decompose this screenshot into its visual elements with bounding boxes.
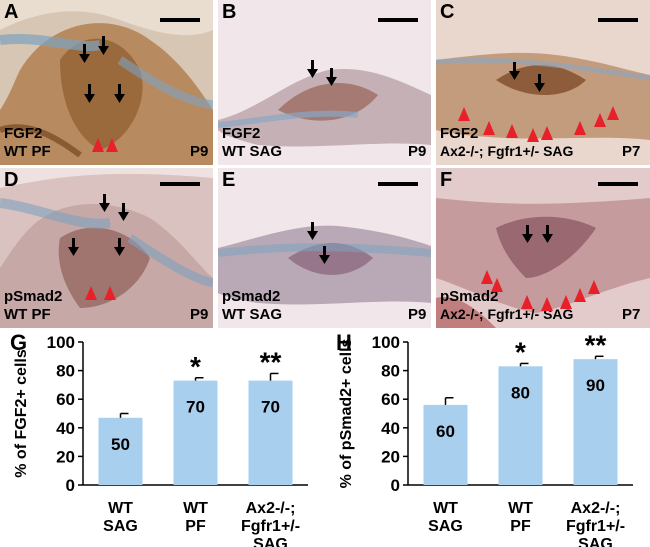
x-tick-label: SAG bbox=[428, 518, 463, 535]
panel-a-letter: A bbox=[4, 1, 19, 23]
chart-g: % of FGF2+ cells 0 20 40 60 80 100 50 WT SAG 70 * WT… bbox=[0, 330, 325, 547]
panel-d-tissue bbox=[0, 168, 213, 328]
panel-f-stain: pSmad2 bbox=[440, 288, 499, 305]
scale-bar bbox=[598, 182, 638, 186]
bar-value-label: 80 bbox=[511, 383, 530, 402]
panel-a-genotype: WT PF bbox=[4, 143, 51, 160]
panel-c-stain: FGF2 bbox=[440, 125, 479, 142]
panel-a-micrograph: A FGF2 WT PF P9 bbox=[0, 0, 213, 165]
panel-b-letter: B bbox=[222, 1, 237, 23]
panel-e-micrograph: E pSmad2 WT SAG P9 bbox=[218, 168, 431, 328]
x-tick-label: WT bbox=[433, 500, 458, 517]
y-axis-label: % of FGF2+ cells bbox=[13, 349, 30, 478]
scale-bar bbox=[160, 182, 200, 186]
bar-value-label: 60 bbox=[436, 422, 455, 441]
panel-f-age: P7 bbox=[622, 306, 641, 323]
chart-g-svg: % of FGF2+ cells02040608010050WTSAG70*WT… bbox=[13, 333, 308, 547]
bar-value-label: 70 bbox=[261, 398, 280, 417]
scale-bar bbox=[160, 18, 200, 22]
chart-g-letter: G bbox=[10, 330, 28, 355]
y-axis-label: % of pSmad2+ cells bbox=[338, 338, 355, 488]
y-tick-label: 0 bbox=[391, 476, 400, 495]
panel-a-tissue bbox=[0, 0, 213, 165]
x-tick-label: WT bbox=[183, 500, 208, 517]
y-tick-label: 20 bbox=[56, 447, 75, 466]
panel-e-tissue bbox=[218, 168, 431, 328]
scale-bar bbox=[598, 18, 638, 22]
x-tick-label: Ax2-/-; bbox=[246, 500, 296, 517]
bar bbox=[98, 417, 143, 485]
panel-e-letter: E bbox=[222, 169, 236, 191]
panel-b-age: P9 bbox=[408, 143, 427, 160]
chart-h-svg: % of pSmad2+ cells 02040608010060WTSAG80*… bbox=[338, 329, 633, 547]
panel-c-micrograph: C FGF2 Ax2-/-; Fgfr1+/- SAG P7 bbox=[436, 0, 650, 165]
x-tick-label: SAG bbox=[253, 536, 288, 547]
scale-bar bbox=[378, 182, 418, 186]
panel-c-letter: C bbox=[440, 1, 455, 23]
bar bbox=[498, 366, 543, 485]
y-tick-label: 0 bbox=[66, 476, 75, 495]
y-tick-label: 20 bbox=[381, 447, 400, 466]
bar-value-label: 70 bbox=[186, 398, 205, 417]
y-tick-label: 60 bbox=[381, 390, 400, 409]
panel-d-micrograph: D pSmad2 WT PF P9 bbox=[0, 168, 213, 328]
panel-c-genotype: Ax2-/-; Fgfr1+/- SAG bbox=[440, 143, 574, 159]
panel-f-genotype: Ax2-/-; Fgfr1+/- SAG bbox=[440, 306, 574, 322]
panel-b-tissue bbox=[218, 0, 431, 165]
y-tick-label: 100 bbox=[372, 333, 400, 352]
y-tick-label: 40 bbox=[381, 419, 400, 438]
panel-e-stain: pSmad2 bbox=[222, 288, 281, 305]
significance-marker: ** bbox=[260, 346, 282, 377]
y-tick-label: 40 bbox=[56, 419, 75, 438]
bar bbox=[423, 404, 468, 485]
x-tick-label: SAG bbox=[578, 536, 613, 547]
panel-e-age: P9 bbox=[408, 306, 427, 323]
panel-b-stain: FGF2 bbox=[222, 125, 261, 142]
bar-value-label: 50 bbox=[111, 435, 130, 454]
scale-bar bbox=[378, 18, 418, 22]
x-tick-label: Fgfr1+/- bbox=[241, 518, 300, 535]
bar bbox=[573, 359, 618, 485]
x-tick-label: PF bbox=[185, 518, 206, 535]
chart-h-letter: H bbox=[336, 330, 352, 355]
y-tick-label: 60 bbox=[56, 390, 75, 409]
panel-b-micrograph: B FGF2 WT SAG P9 bbox=[218, 0, 431, 165]
bar bbox=[173, 380, 218, 485]
significance-marker: * bbox=[515, 336, 526, 367]
panel-d-genotype: WT PF bbox=[4, 306, 51, 323]
y-tick-label: 100 bbox=[47, 333, 75, 352]
x-tick-label: WT bbox=[508, 500, 533, 517]
x-tick-label: WT bbox=[108, 500, 133, 517]
panel-b-genotype: WT SAG bbox=[222, 143, 282, 160]
panel-d-letter: D bbox=[4, 169, 19, 191]
panel-a-stain: FGF2 bbox=[4, 125, 43, 142]
panel-e-genotype: WT SAG bbox=[222, 306, 282, 323]
panel-f-letter: F bbox=[440, 169, 453, 191]
panel-a-age: P9 bbox=[190, 143, 209, 160]
panel-f-micrograph: F pSmad2 Ax2-/-; Fgfr1+/- SAG P7 bbox=[436, 168, 650, 328]
x-tick-label: Ax2-/-; bbox=[571, 500, 621, 517]
bar bbox=[248, 380, 293, 485]
y-tick-label: 80 bbox=[381, 362, 400, 381]
chart-h: % of pSmad2+ cells 0 20 40 60 80 100 60 WT SAG 80 *… bbox=[325, 329, 650, 547]
bar-value-label: 90 bbox=[586, 376, 605, 395]
x-tick-label: Fgfr1+/- bbox=[566, 518, 625, 535]
x-tick-label: PF bbox=[510, 518, 531, 535]
significance-marker: * bbox=[190, 351, 201, 382]
panel-d-stain: pSmad2 bbox=[4, 288, 63, 305]
y-tick-label: 80 bbox=[56, 362, 75, 381]
panel-d-age: P9 bbox=[190, 306, 209, 323]
panel-c-age: P7 bbox=[622, 143, 641, 160]
x-tick-label: SAG bbox=[103, 518, 138, 535]
significance-marker: ** bbox=[585, 329, 607, 360]
